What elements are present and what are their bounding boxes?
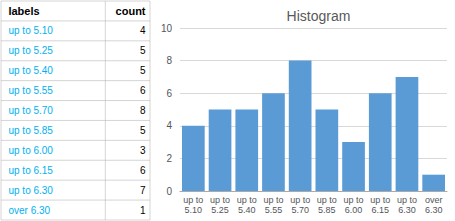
svg-text:up to: up to xyxy=(370,195,390,205)
svg-text:6.00: 6.00 xyxy=(345,205,363,215)
svg-text:7: 7 xyxy=(140,185,146,196)
svg-text:5: 5 xyxy=(140,125,146,136)
svg-text:up to 5.25: up to 5.25 xyxy=(8,45,53,56)
svg-text:6.15: 6.15 xyxy=(371,205,389,215)
svg-text:up to 5.55: up to 5.55 xyxy=(8,85,53,96)
svg-text:over 6.30: over 6.30 xyxy=(8,205,50,216)
svg-text:6: 6 xyxy=(140,165,146,176)
svg-text:up to 6.30: up to 6.30 xyxy=(8,185,53,196)
svg-text:up to 5.10: up to 5.10 xyxy=(8,25,53,36)
svg-text:labels: labels xyxy=(8,5,39,17)
svg-text:6.30: 6.30 xyxy=(425,205,443,215)
svg-text:up to 5.40: up to 5.40 xyxy=(8,65,53,76)
svg-text:up to: up to xyxy=(317,195,337,205)
svg-text:up to 5.70: up to 5.70 xyxy=(8,105,53,116)
svg-text:5: 5 xyxy=(140,65,146,76)
svg-text:3: 3 xyxy=(140,145,146,156)
svg-text:5.85: 5.85 xyxy=(318,205,336,215)
svg-text:5.10: 5.10 xyxy=(185,205,203,215)
svg-text:up to: up to xyxy=(237,195,257,205)
svg-text:8: 8 xyxy=(140,105,146,116)
svg-text:up to: up to xyxy=(344,195,364,205)
svg-text:up to: up to xyxy=(210,195,230,205)
svg-text:5.25: 5.25 xyxy=(211,205,229,215)
svg-text:up to: up to xyxy=(263,195,283,205)
svg-text:0: 0 xyxy=(166,186,172,197)
svg-text:6: 6 xyxy=(166,88,172,99)
svg-text:10: 10 xyxy=(161,23,173,34)
svg-text:5: 5 xyxy=(140,45,146,56)
svg-text:up to 5.85: up to 5.85 xyxy=(8,125,53,136)
svg-text:4: 4 xyxy=(166,120,172,131)
svg-text:up to 6.00: up to 6.00 xyxy=(8,145,53,156)
svg-text:4: 4 xyxy=(140,25,146,36)
svg-text:Histogram: Histogram xyxy=(287,8,351,24)
svg-text:8: 8 xyxy=(166,55,172,66)
svg-text:6: 6 xyxy=(140,85,146,96)
svg-text:5.55: 5.55 xyxy=(265,205,283,215)
svg-text:6.30: 6.30 xyxy=(398,205,416,215)
svg-text:up to: up to xyxy=(183,195,203,205)
svg-text:5.40: 5.40 xyxy=(238,205,256,215)
svg-text:5.70: 5.70 xyxy=(291,205,309,215)
svg-text:1: 1 xyxy=(140,205,146,216)
svg-text:up to 6.15: up to 6.15 xyxy=(8,165,53,176)
svg-text:2: 2 xyxy=(166,153,172,164)
svg-text:up to: up to xyxy=(290,195,310,205)
svg-text:count: count xyxy=(116,5,146,17)
svg-text:up to: up to xyxy=(397,195,417,205)
svg-text:over: over xyxy=(425,195,443,205)
